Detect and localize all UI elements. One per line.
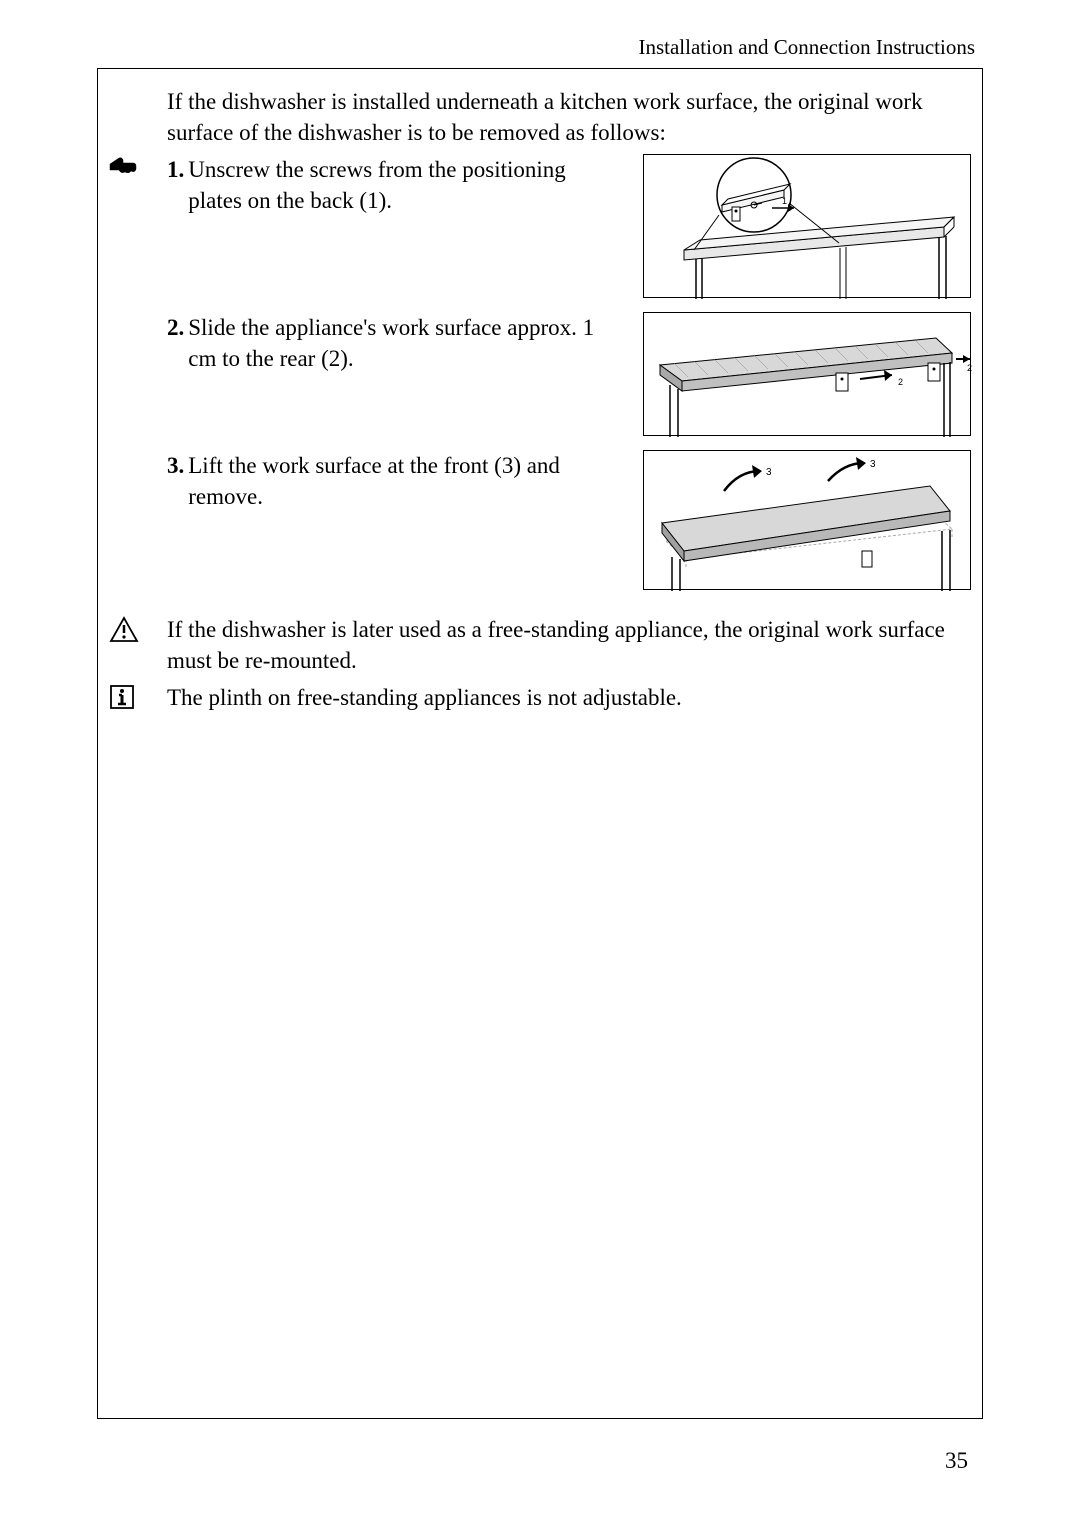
- fig1-label: 1: [782, 196, 787, 206]
- fig2-label-a: 2: [898, 377, 903, 387]
- page-header: Installation and Connection Instructions: [97, 35, 983, 69]
- step-2-text: Slide the appliance's work surface appro…: [188, 312, 625, 374]
- warning-row: If the dishwasher is later used as a fre…: [109, 614, 971, 676]
- figure-3: 3 3: [643, 450, 971, 590]
- action-icon: [109, 154, 167, 185]
- step-1-row: 1. Unscrew the screws from the positioni…: [109, 154, 971, 298]
- header-title: Installation and Connection Instructions: [638, 35, 975, 59]
- warning-text: If the dishwasher is later used as a fre…: [167, 614, 971, 676]
- step-3-row: 3. Lift the work surface at the front (3…: [109, 450, 971, 590]
- fig2-label-b: 2: [967, 363, 972, 373]
- step-2-row: 2. Slide the appliance's work surface ap…: [109, 312, 971, 436]
- content-area: If the dishwasher is installed underneat…: [97, 86, 983, 713]
- figure-1: 1: [643, 154, 971, 298]
- step-1-num: 1.: [167, 154, 184, 216]
- step-3-text: Lift the work surface at the front (3) a…: [188, 450, 625, 512]
- page-number: 35: [945, 1448, 968, 1474]
- info-row: The plinth on free-standing appliances i…: [109, 682, 971, 713]
- figure-2: 2 2: [643, 312, 971, 436]
- fig3-label-a: 3: [766, 467, 772, 478]
- warning-icon: [109, 616, 139, 644]
- intro-text: If the dishwasher is installed underneat…: [167, 86, 971, 148]
- step-1-text: Unscrew the screws from the positioning …: [188, 154, 625, 216]
- step-2-num: 2.: [167, 312, 184, 374]
- step-3-num: 3.: [167, 450, 184, 512]
- fig3-label-b: 3: [870, 459, 876, 470]
- info-icon: [109, 684, 135, 710]
- info-text: The plinth on free-standing appliances i…: [167, 682, 971, 713]
